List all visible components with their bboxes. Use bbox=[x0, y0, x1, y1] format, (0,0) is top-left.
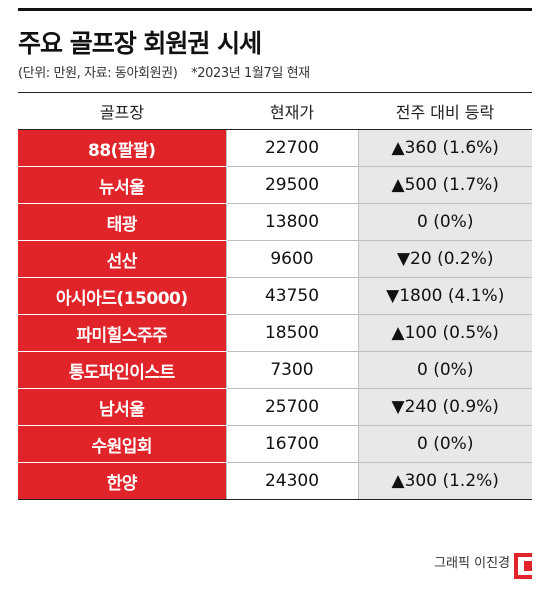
weekly-change: 0 (0%) bbox=[357, 425, 532, 463]
current-price: 16700 bbox=[225, 425, 358, 463]
current-price: 29500 bbox=[225, 166, 358, 204]
golf-course-name: 통도파인이스트 bbox=[18, 351, 226, 389]
header-weekly-change: 전주 대비 등락 bbox=[358, 92, 532, 130]
table-row: 수원입회 16700 0 (0%) bbox=[18, 425, 532, 463]
table-row: 남서울 25700 ▼240 (0.9%) bbox=[18, 388, 532, 426]
table-row: 선산 9600 ▼20 (0.2%) bbox=[18, 240, 532, 278]
weekly-change: ▲300 (1.2%) bbox=[357, 462, 532, 500]
current-price: 24300 bbox=[225, 462, 358, 500]
subtitle: (단위: 만원, 자료: 동아회원권) *2023년 1월7일 현재 bbox=[18, 62, 310, 81]
chart-title: 주요 골프장 회원권 시세 bbox=[18, 29, 262, 58]
golf-course-name: 파미힐스주주 bbox=[18, 314, 226, 352]
membership-price-table: 골프장 현재가 전주 대비 등락 88(팔팔) 22700 ▲360 (1.6%) 뉴… bbox=[18, 92, 532, 500]
header-row: 골프장 현재가 전주 대비 등락 bbox=[18, 92, 532, 130]
table-row: 88(팔팔) 22700 ▲360 (1.6%) bbox=[18, 129, 532, 167]
weekly-change: ▲100 (0.5%) bbox=[357, 314, 532, 352]
top-rule bbox=[18, 8, 532, 11]
weekly-change: 0 (0%) bbox=[357, 351, 532, 389]
current-price: 13800 bbox=[225, 203, 358, 241]
weekly-change: ▼240 (0.9%) bbox=[357, 388, 532, 426]
current-price: 7300 bbox=[225, 351, 358, 389]
weekly-change: 0 (0%) bbox=[357, 203, 532, 241]
weekly-change: ▲360 (1.6%) bbox=[357, 129, 532, 167]
golf-course-name: 한양 bbox=[18, 462, 226, 500]
golf-course-name: 선산 bbox=[18, 240, 226, 278]
weekly-change: ▼1800 (4.1%) bbox=[357, 277, 532, 315]
header-current-price: 현재가 bbox=[226, 92, 358, 130]
current-price: 43750 bbox=[225, 277, 358, 315]
golf-course-name: 아시아드(15000) bbox=[18, 277, 226, 315]
unit-source-note: (단위: 만원, 자료: 동아회원권) bbox=[18, 66, 178, 81]
table-row: 태광 13800 0 (0%) bbox=[18, 203, 532, 241]
current-price: 25700 bbox=[225, 388, 358, 426]
header-golf-course: 골프장 bbox=[18, 92, 226, 130]
current-price: 9600 bbox=[225, 240, 358, 278]
table-row: 통도파인이스트 7300 0 (0%) bbox=[18, 351, 532, 389]
table-row: 한양 24300 ▲300 (1.2%) bbox=[18, 462, 532, 500]
golf-course-name: 남서울 bbox=[18, 388, 226, 426]
golf-course-name: 88(팔팔) bbox=[18, 129, 226, 167]
table-row: 파미힐스주주 18500 ▲100 (0.5%) bbox=[18, 314, 532, 352]
golf-course-name: 수원입회 bbox=[18, 425, 226, 463]
weekly-change: ▼20 (0.2%) bbox=[357, 240, 532, 278]
date-note: *2023년 1월7일 현재 bbox=[191, 66, 310, 81]
golf-course-name: 태광 bbox=[18, 203, 226, 241]
golf-course-name: 뉴서울 bbox=[18, 166, 226, 204]
current-price: 18500 bbox=[225, 314, 358, 352]
table-row: 뉴서울 29500 ▲500 (1.7%) bbox=[18, 166, 532, 204]
red-bracket-logo-icon bbox=[514, 553, 532, 579]
weekly-change: ▲500 (1.7%) bbox=[357, 166, 532, 204]
current-price: 22700 bbox=[225, 129, 358, 167]
graphic-credit: 그래픽 이진경 bbox=[434, 556, 510, 571]
table-row: 아시아드(15000) 43750 ▼1800 (4.1%) bbox=[18, 277, 532, 315]
